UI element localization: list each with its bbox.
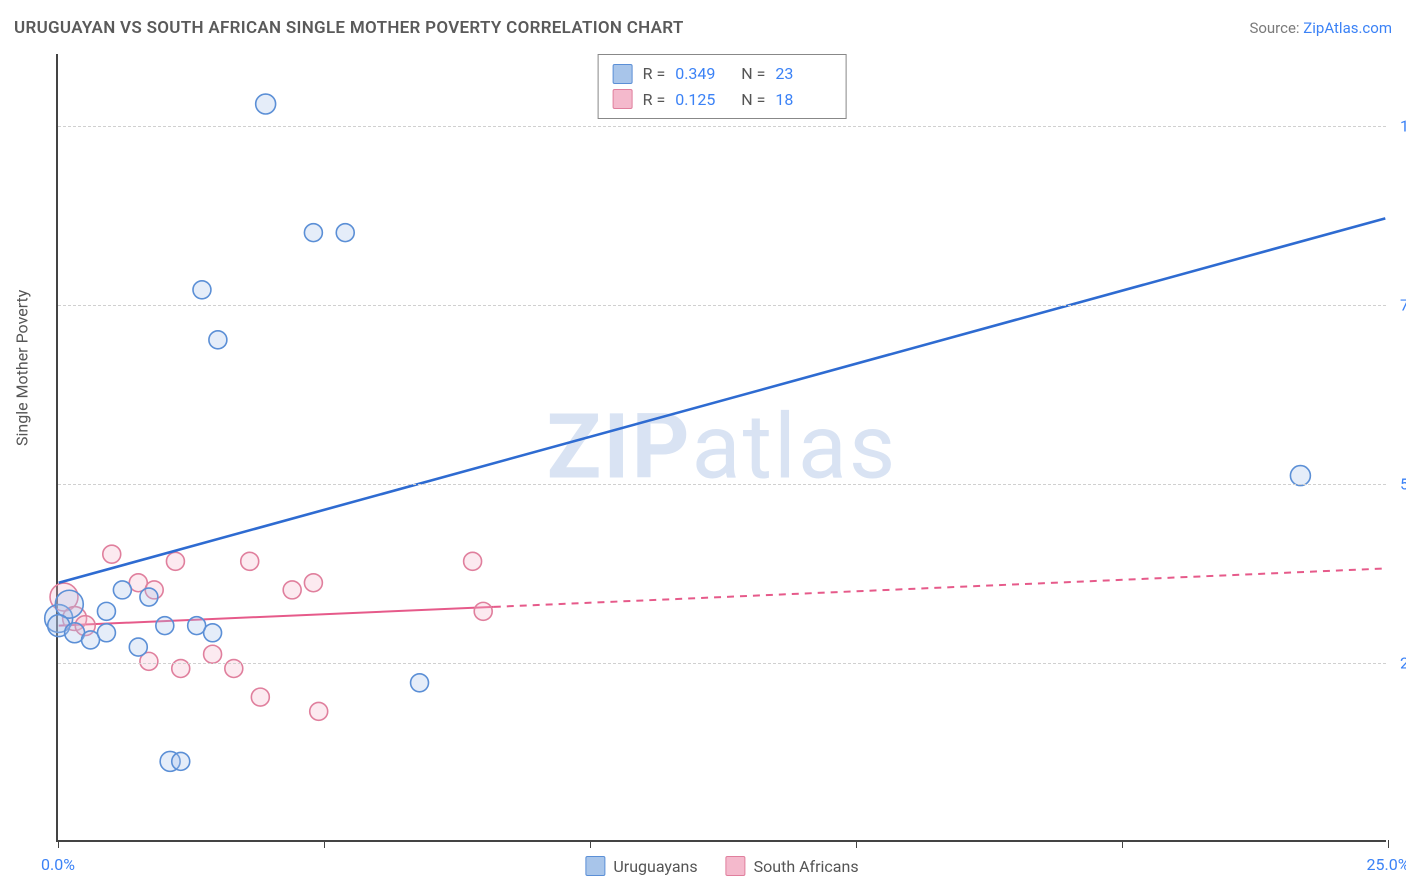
- data-point-south-africans: [204, 645, 222, 663]
- data-point-uruguayans: [1290, 466, 1310, 486]
- data-point-south-africans: [166, 552, 184, 570]
- data-point-uruguayans: [172, 752, 190, 770]
- data-point-south-africans: [310, 702, 328, 720]
- x-tick: [1122, 840, 1123, 848]
- data-point-south-africans: [241, 552, 259, 570]
- r-label: R =: [643, 87, 666, 113]
- data-point-uruguayans: [156, 617, 174, 635]
- legend-stats-row-south-africans: R = 0.125 N = 18: [613, 87, 832, 113]
- gridline: [58, 126, 1386, 127]
- trend-line-south-africans-dashed: [494, 568, 1385, 606]
- swatch-south-africans-icon: [726, 856, 746, 876]
- n-value-south-africans: 18: [775, 87, 831, 113]
- legend-item-south-africans: South Africans: [726, 856, 859, 876]
- y-tick-label: 50.0%: [1390, 474, 1406, 493]
- trend-line-uruguayans: [59, 218, 1386, 582]
- data-point-uruguayans: [97, 602, 115, 620]
- data-point-uruguayans: [204, 624, 222, 642]
- data-point-south-africans: [304, 574, 322, 592]
- x-tick-label: 25.0%: [1367, 855, 1406, 874]
- y-axis-label: Single Mother Poverty: [13, 290, 32, 446]
- x-tick: [1388, 840, 1389, 848]
- data-point-uruguayans: [411, 674, 429, 692]
- legend-label-uruguayans: Uruguayans: [613, 857, 697, 876]
- data-point-uruguayans: [209, 331, 227, 349]
- plot-wrap: ZIPatlas R = 0.349 N = 23 R = 0.125 N = …: [56, 54, 1386, 842]
- y-tick-label: 75.0%: [1390, 295, 1406, 314]
- data-point-south-africans: [103, 545, 121, 563]
- n-label: N =: [741, 87, 765, 113]
- data-point-uruguayans: [336, 224, 354, 242]
- swatch-uruguayans-icon: [585, 856, 605, 876]
- header-row: URUGUAYAN VS SOUTH AFRICAN SINGLE MOTHER…: [14, 18, 1392, 38]
- y-tick-label: 100.0%: [1390, 116, 1406, 135]
- gridline: [58, 663, 1386, 664]
- source-link[interactable]: ZipAtlas.com: [1303, 19, 1392, 37]
- r-value-south-africans: 0.125: [675, 87, 731, 113]
- legend-stats-row-uruguayans: R = 0.349 N = 23: [613, 61, 832, 87]
- r-label: R =: [643, 61, 666, 87]
- data-point-south-africans: [283, 581, 301, 599]
- data-point-uruguayans: [140, 588, 158, 606]
- data-point-uruguayans: [113, 581, 131, 599]
- x-tick: [324, 840, 325, 848]
- data-point-uruguayans: [129, 638, 147, 656]
- data-point-south-africans: [251, 688, 269, 706]
- source-attribution: Source: ZipAtlas.com: [1249, 19, 1392, 37]
- legend-stats: R = 0.349 N = 23 R = 0.125 N = 18: [598, 54, 847, 119]
- chart-container: URUGUAYAN VS SOUTH AFRICAN SINGLE MOTHER…: [0, 0, 1406, 892]
- legend-series: Uruguayans South Africans: [585, 856, 858, 876]
- y-tick-label: 25.0%: [1390, 653, 1406, 672]
- plot-area: ZIPatlas R = 0.349 N = 23 R = 0.125 N = …: [56, 54, 1386, 842]
- swatch-uruguayans-icon: [613, 64, 633, 84]
- x-tick-label: 0.0%: [41, 855, 75, 874]
- gridline: [58, 484, 1386, 485]
- data-point-south-africans: [464, 552, 482, 570]
- n-label: N =: [741, 61, 765, 87]
- n-value-uruguayans: 23: [775, 61, 831, 87]
- x-tick: [856, 840, 857, 848]
- data-point-uruguayans: [193, 281, 211, 299]
- swatch-south-africans-icon: [613, 89, 633, 109]
- trend-line-south-africans: [59, 607, 494, 626]
- data-point-south-africans: [474, 602, 492, 620]
- data-point-uruguayans: [97, 624, 115, 642]
- chart-svg: [58, 54, 1386, 840]
- legend-label-south-africans: South Africans: [754, 857, 859, 876]
- data-point-uruguayans: [304, 224, 322, 242]
- x-tick: [590, 840, 591, 848]
- chart-title: URUGUAYAN VS SOUTH AFRICAN SINGLE MOTHER…: [14, 18, 684, 38]
- gridline: [58, 305, 1386, 306]
- source-prefix: Source:: [1249, 19, 1303, 37]
- x-tick: [58, 840, 59, 848]
- data-point-uruguayans: [256, 94, 276, 114]
- legend-item-uruguayans: Uruguayans: [585, 856, 697, 876]
- r-value-uruguayans: 0.349: [675, 61, 731, 87]
